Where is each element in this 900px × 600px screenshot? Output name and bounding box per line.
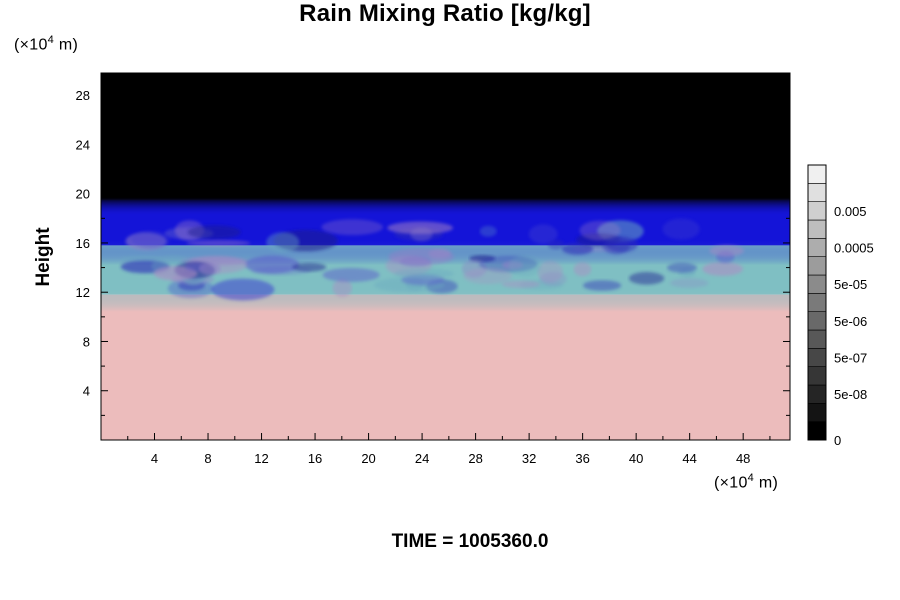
- turbulence-wisp: [479, 225, 497, 237]
- y-tick-label: 16: [76, 236, 90, 251]
- turbulence-wisp: [266, 232, 300, 253]
- colorbar-frame: [807, 164, 827, 441]
- chart-title: Rain Mixing Ratio [kg/kg]: [299, 0, 591, 27]
- colorbar-segment: [807, 256, 827, 276]
- y-axis-unit: (×104 m): [14, 34, 78, 54]
- x-tick-label: 40: [629, 451, 643, 466]
- colorbar-segment: [807, 403, 827, 422]
- y-tick-label: 8: [83, 334, 90, 349]
- x-unit-exponent: 4: [747, 472, 755, 484]
- colorbar-segment: [807, 201, 827, 221]
- colorbar-label: 0: [834, 433, 841, 448]
- colorbar-segment: [807, 164, 827, 184]
- x-tick-label: 4: [151, 451, 158, 466]
- turbulence-wisp: [321, 219, 384, 236]
- x-tick-labels: 4 8 12 16 20 24 28 32 36 40 44 48: [151, 451, 751, 466]
- colorbar-label: 5e-06: [834, 314, 867, 329]
- colorbar-segment: [807, 274, 827, 294]
- turbulence-wisp: [602, 236, 630, 255]
- y-unit-suffix: m): [54, 36, 79, 54]
- turbulence-wisp: [292, 262, 327, 272]
- turbulence-wisp: [667, 262, 697, 273]
- colorbar-segment: [807, 219, 827, 239]
- turbulence-wisp: [211, 278, 275, 301]
- y-tick-label: 12: [76, 285, 90, 300]
- y-unit-prefix: (×10: [14, 36, 48, 54]
- y-tick-labels: 4 8 12 16 20 24 28: [76, 88, 90, 399]
- axis-ticks: [101, 73, 790, 440]
- turbulence-wisp: [410, 227, 433, 242]
- colorbar-label: 0.0005: [834, 241, 874, 256]
- turbulence-wisp: [131, 230, 172, 249]
- turbulence-wisp: [120, 255, 162, 262]
- colorbar-label: 5e-05: [834, 277, 867, 292]
- turbulence-wisp: [573, 262, 592, 277]
- colorbar-segment: [807, 421, 827, 441]
- colorbar-label: 0.005: [834, 204, 867, 219]
- x-tick-label: 8: [204, 451, 211, 466]
- x-axis-unit: (×104 m): [714, 472, 778, 492]
- turbulence-wisp: [669, 278, 709, 288]
- x-unit-prefix: (×10: [714, 474, 748, 492]
- turbulence-wisp: [187, 225, 241, 240]
- x-tick-label: 24: [415, 451, 429, 466]
- time-label: TIME = 1005360.0: [391, 531, 549, 552]
- turbulence-wisp: [388, 248, 455, 266]
- turbulence-wisp: [508, 255, 542, 277]
- turbulence-wisp: [501, 280, 541, 289]
- turbulence-wisp: [322, 267, 380, 282]
- turbulence-wisp: [709, 245, 744, 257]
- turbulence-wisp: [628, 271, 665, 285]
- plot-frame: [100, 72, 791, 441]
- transition-low: [101, 288, 790, 312]
- colorbar-segment: [807, 238, 827, 257]
- x-unit-suffix: m): [754, 474, 779, 492]
- layer-lower: [101, 310, 790, 440]
- y-tick-label: 28: [76, 88, 90, 103]
- turbulence-wisp: [562, 242, 594, 255]
- turbulence-wisp: [582, 280, 622, 291]
- colorbar-segment: [807, 293, 827, 312]
- turbulence-wisp: [662, 218, 700, 240]
- turbulence-wisp: [394, 268, 455, 279]
- turbulence-wisp: [579, 220, 621, 241]
- turbulence-wisp: [547, 239, 565, 250]
- x-tick-label: 48: [736, 451, 750, 466]
- x-tick-label: 28: [468, 451, 482, 466]
- layer-upper: [101, 73, 790, 200]
- turbulence-wisp: [702, 261, 743, 276]
- colorbar-segment: [807, 348, 827, 367]
- x-tick-label: 20: [361, 451, 375, 466]
- colorbar-segment: [807, 384, 827, 404]
- turbulence-wisp: [153, 266, 198, 281]
- turbulence-wisp: [528, 224, 558, 244]
- colorbar-segment: [807, 366, 827, 386]
- turbulence-wisp: [539, 271, 567, 287]
- colorbar-segment: [807, 183, 827, 202]
- x-tick-label: 36: [575, 451, 589, 466]
- turbulence-wisp: [198, 262, 221, 276]
- x-tick-label: 12: [254, 451, 268, 466]
- colorbar: 0 5e-08 5e-07 5e-06 5e-05 0.0005 0.005: [807, 164, 874, 448]
- y-tick-label: 24: [76, 137, 90, 152]
- y-tick-label: 4: [83, 384, 90, 399]
- y-unit-exponent: 4: [47, 34, 55, 46]
- transition-top: [101, 197, 790, 216]
- colorbar-label: 5e-07: [834, 351, 867, 366]
- colorbar-segment: [807, 329, 827, 349]
- y-tick-label: 20: [76, 187, 90, 202]
- x-tick-label: 32: [522, 451, 536, 466]
- turbulence-wisp: [186, 239, 251, 247]
- colorbar-segment: [807, 311, 827, 331]
- turbulence-texture: [101, 197, 790, 312]
- x-tick-label: 44: [682, 451, 696, 466]
- x-tick-label: 16: [308, 451, 322, 466]
- turbulence-wisp: [463, 267, 513, 285]
- turbulence-wisp: [332, 279, 353, 297]
- colorbar-label: 5e-08: [834, 387, 867, 402]
